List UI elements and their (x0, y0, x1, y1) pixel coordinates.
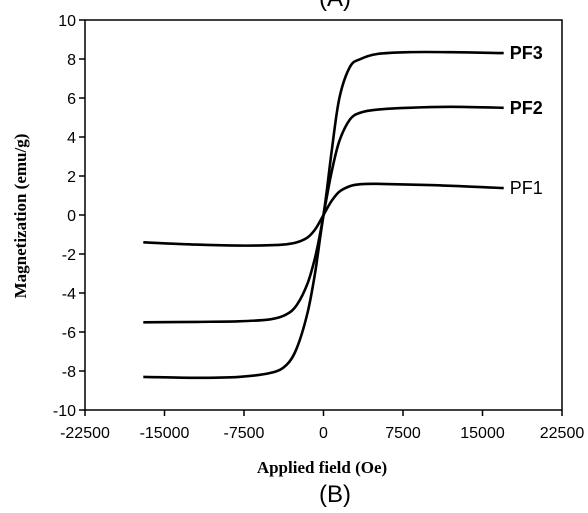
y-axis-ticks: -10 -8 -6 -4 -2 0 2 4 6 8 10 (53, 13, 85, 420)
series-labels: PF1 PF2 PF3 (510, 43, 543, 198)
series-label-pf1: PF1 (510, 178, 543, 198)
panel-label: (B) (319, 481, 351, 508)
x-tick-label: -15000 (140, 425, 190, 442)
series-label-pf2: PF2 (510, 98, 543, 118)
x-axis-title: Applied field (Oe) (257, 458, 387, 477)
y-tick-label: 4 (67, 130, 76, 147)
x-tick-label: 7500 (385, 425, 421, 442)
plot-frame (84, 19, 563, 411)
y-tick-label: -10 (53, 403, 76, 420)
y-axis-title: Magnetization (emu/g) (11, 134, 30, 299)
y-tick-label: 0 (67, 208, 76, 225)
y-tick-label: 10 (58, 13, 76, 30)
x-tick-label: 15000 (460, 425, 505, 442)
series-line-pf3 (143, 50, 504, 380)
y-tick-label: -2 (62, 247, 76, 264)
y-tick-label: 6 (67, 91, 76, 108)
series-lines (143, 50, 504, 380)
x-tick-label: 0 (319, 425, 328, 442)
y-tick-label: 8 (67, 52, 76, 69)
y-tick-label: -8 (62, 364, 76, 381)
x-tick-label: -22500 (60, 425, 110, 442)
x-tick-label: 22500 (540, 425, 585, 442)
x-axis-ticks: -22500 -15000 -7500 0 7500 15000 22500 (60, 410, 584, 442)
x-tick-label: -7500 (224, 425, 265, 442)
series-label-pf3: PF3 (510, 43, 543, 63)
panel-label-top: (A) (319, 0, 351, 12)
y-tick-label: -6 (62, 325, 76, 342)
y-tick-label: 2 (67, 169, 76, 186)
y-tick-label: -4 (62, 286, 76, 303)
